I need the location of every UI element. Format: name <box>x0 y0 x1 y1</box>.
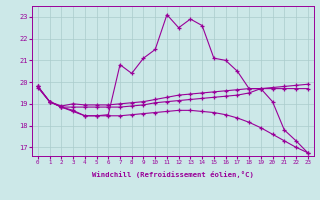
X-axis label: Windchill (Refroidissement éolien,°C): Windchill (Refroidissement éolien,°C) <box>92 171 254 178</box>
